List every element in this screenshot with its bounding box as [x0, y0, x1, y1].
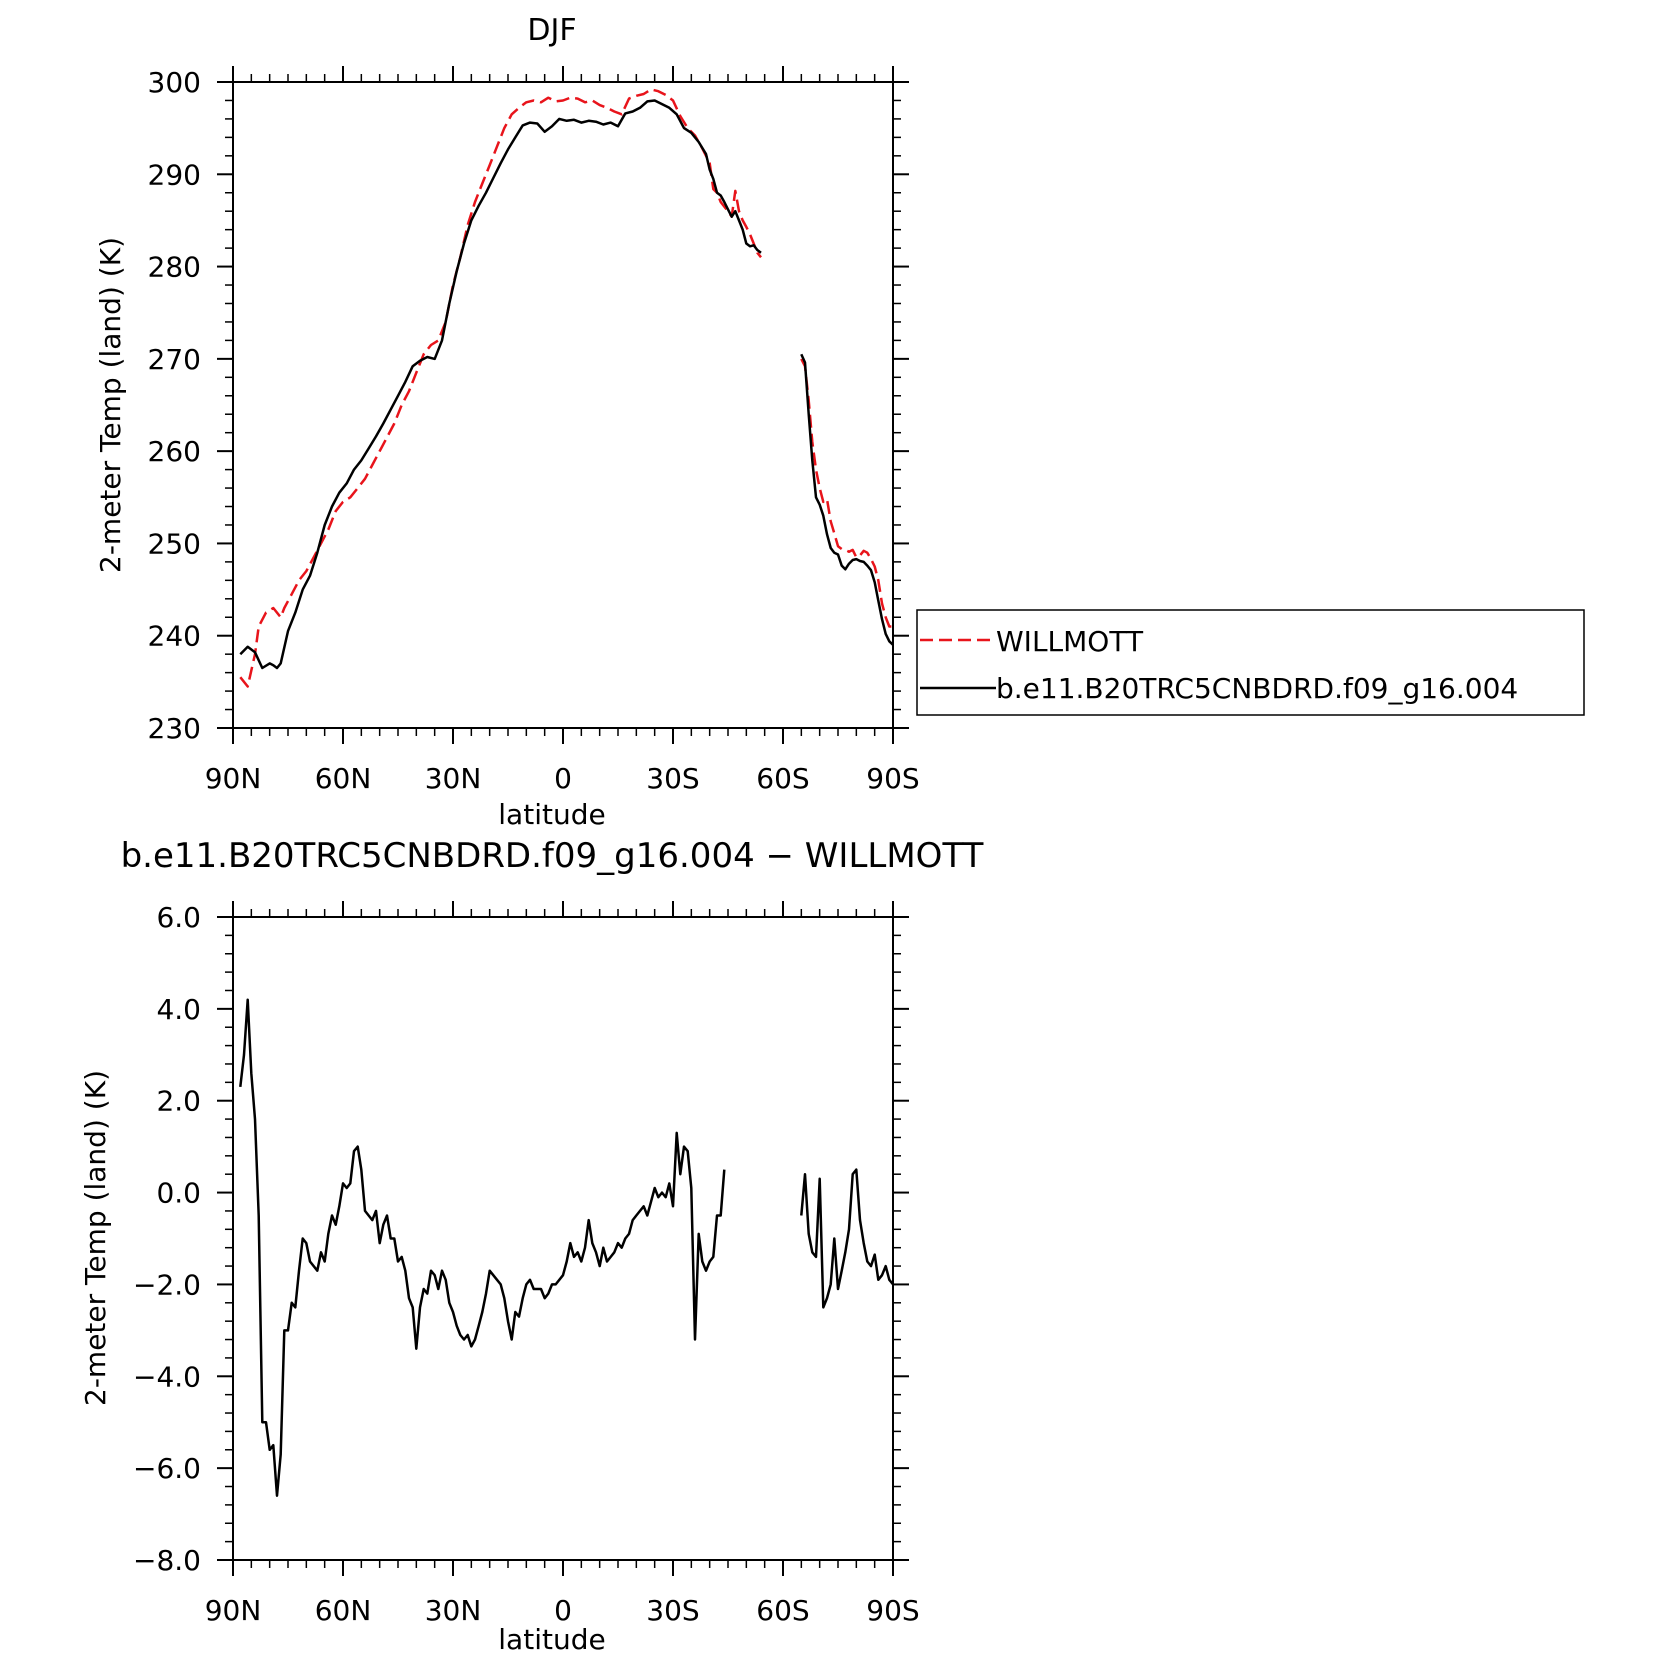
top-panel: DJF 230 240 250 260 270 280 290 300 90N 60N 30N 0 3…	[94, 13, 920, 831]
top-x-tick-label: 90N	[205, 762, 262, 795]
legend: WILLMOTT b.e11.B20TRC5CNBDRD.f09_g16.004	[916, 609, 1585, 716]
bottom-x-tick-label: 90N	[205, 1594, 262, 1627]
bottom-y-axis-label: 2-meter Temp (land) (K)	[79, 1070, 112, 1406]
top-y-tick-label: 270	[148, 343, 201, 376]
top-x-tick-label: 30S	[646, 762, 699, 795]
top-x-tick-labels: 90N 60N 30N 0 30S 60S 90S	[205, 762, 920, 795]
top-y-tick-label: 300	[148, 66, 201, 99]
bottom-x-tick-label: 60N	[315, 1594, 372, 1627]
bottom-x-tick-label: 60S	[756, 1594, 809, 1627]
top-y-tick-labels: 230 240 250 260 270 280 290 300	[148, 66, 201, 745]
bottom-y-tick-label: −8.0	[133, 1544, 201, 1577]
bottom-y-tick-label: 6.0	[156, 901, 201, 934]
bottom-x-tick-label: 90S	[866, 1594, 919, 1627]
bottom-series-0-segment-0-line	[239, 998, 726, 1497]
top-x-tick-label: 60S	[756, 762, 809, 795]
bottom-chart-title: b.e11.B20TRC5CNBDRD.f09_g16.004 − WILLMO…	[121, 836, 984, 876]
top-series-lines	[239, 88, 894, 688]
bottom-x-tick-label: 0	[554, 1594, 572, 1627]
top-y-tick-label: 280	[148, 251, 201, 284]
top-y-tick-label: 230	[148, 712, 201, 745]
top-series-0-segment-1-line	[800, 358, 893, 628]
bottom-x-axis-label: latitude	[498, 1623, 605, 1653]
top-x-tick-label: 60N	[315, 762, 372, 795]
top-y-axis-label: 2-meter Temp (land) (K)	[94, 237, 127, 573]
top-chart-title: DJF	[527, 13, 576, 48]
bottom-series-0-segment-1-line	[800, 1168, 894, 1309]
top-x-tick-label: 0	[554, 762, 572, 795]
bottom-y-tick-labels: −8.0 −6.0 −4.0 −2.0 0.0 2.0 4.0 6.0	[133, 901, 201, 1577]
bottom-y-tick-label: 4.0	[156, 993, 201, 1026]
bottom-plot-frame	[232, 916, 894, 1561]
bottom-y-tick-label: 0.0	[156, 1177, 201, 1210]
top-x-tick-label: 90S	[866, 762, 919, 795]
legend-label-willmott: WILLMOTT	[996, 625, 1144, 658]
bottom-y-tick-label: −6.0	[133, 1452, 201, 1485]
bottom-series-lines	[239, 998, 894, 1497]
bottom-x-tick-label: 30S	[646, 1594, 699, 1627]
top-y-tick-label: 290	[148, 158, 201, 191]
bottom-y-tick-label: −4.0	[133, 1360, 201, 1393]
top-series-0-segment-0-line	[239, 88, 762, 688]
top-axis-ticks	[217, 66, 909, 744]
bottom-x-tick-labels: 90N 60N 30N 0 30S 60S 90S	[205, 1594, 920, 1627]
top-series-1-segment-1-line	[800, 353, 894, 646]
top-series-1-segment-0-line	[239, 99, 762, 670]
bottom-panel: b.e11.B20TRC5CNBDRD.f09_g16.004 − WILLMO…	[79, 836, 984, 1653]
legend-label-model: b.e11.B20TRC5CNBDRD.f09_g16.004	[996, 672, 1518, 705]
bottom-y-tick-label: −2.0	[133, 1268, 201, 1301]
top-y-tick-label: 260	[148, 435, 201, 468]
top-x-axis-label: latitude	[498, 798, 605, 831]
top-plot-area: 230 240 250 260 270 280 290 300 90N 60N 30N 0 30S 60…	[148, 66, 920, 795]
bottom-plot-area: −8.0 −6.0 −4.0 −2.0 0.0 2.0 4.0 6.0 90N 60N 30N 0 3…	[133, 901, 920, 1627]
top-x-tick-label: 30N	[425, 762, 482, 795]
top-y-tick-label: 250	[148, 527, 201, 560]
legend-box	[916, 609, 1585, 716]
top-y-tick-label: 240	[148, 620, 201, 653]
bottom-x-tick-label: 30N	[425, 1594, 482, 1627]
bottom-axis-ticks	[217, 901, 909, 1576]
bottom-y-tick-label: 2.0	[156, 1085, 201, 1118]
top-plot-frame	[232, 81, 894, 729]
